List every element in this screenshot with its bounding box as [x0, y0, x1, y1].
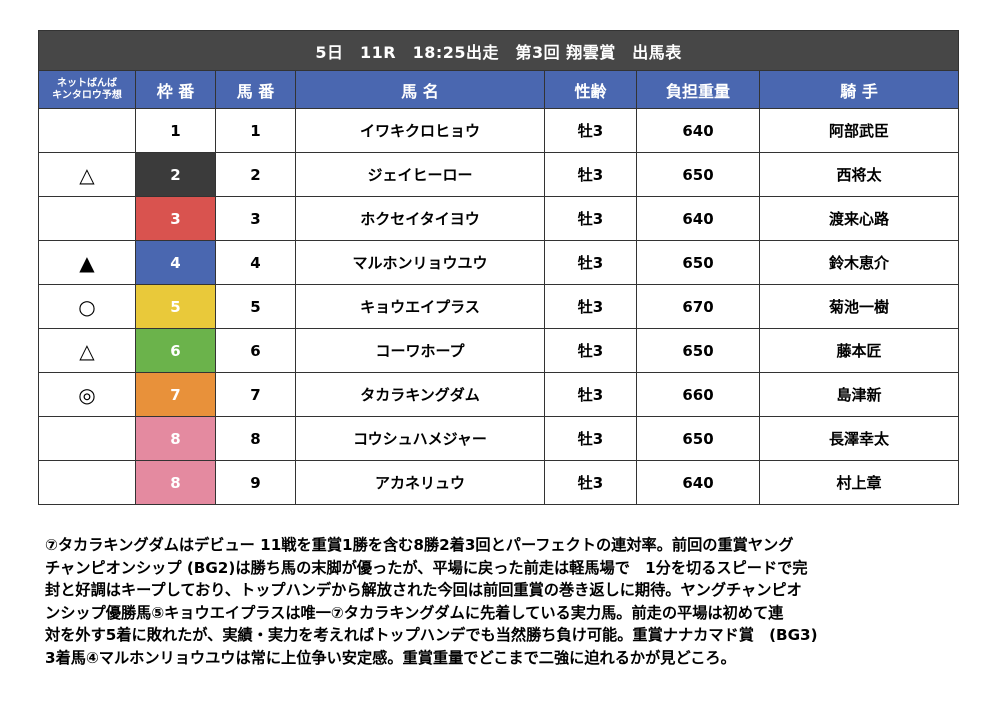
weight: 650 — [636, 328, 760, 373]
horse-number: 2 — [215, 152, 296, 197]
horse-number: 4 — [215, 240, 296, 285]
header-sex-age: 性齢 — [544, 70, 637, 109]
jockey-name: 島津新 — [758, 372, 960, 417]
jockey-name: 鈴木恵介 — [758, 240, 960, 285]
weight: 640 — [636, 460, 760, 505]
weight: 650 — [636, 240, 760, 285]
prediction-mark: ▲ — [38, 240, 136, 285]
sex-age: 牡3 — [544, 460, 637, 505]
prediction-mark: ○ — [38, 284, 136, 329]
weight: 640 — [636, 196, 760, 241]
prediction-mark — [38, 460, 136, 505]
header-weight: 負担重量 — [636, 70, 760, 109]
horse-number: 7 — [215, 372, 296, 417]
table-row: △ 6 6 コーワホープ 牡3 650 藤本匠 — [38, 328, 960, 373]
header-horse-name: 馬 名 — [295, 70, 545, 109]
header-umaban: 馬 番 — [215, 70, 296, 109]
weight: 660 — [636, 372, 760, 417]
horse-name: タカラキングダム — [295, 372, 545, 417]
header-prediction-line1: ネットばんば — [57, 77, 117, 89]
horse-number: 9 — [215, 460, 296, 505]
waku-number: 8 — [135, 460, 216, 505]
horse-name: ホクセイタイヨウ — [295, 196, 545, 241]
jockey-name: 藤本匠 — [758, 328, 960, 373]
prediction-mark: △ — [38, 152, 136, 197]
table-row: 8 9 アカネリュウ 牡3 640 村上章 — [38, 460, 960, 505]
jockey-name: 菊池一樹 — [758, 284, 960, 329]
table-row: ○ 5 5 キョウエイプラス 牡3 670 菊池一樹 — [38, 284, 960, 329]
sex-age: 牡3 — [544, 416, 637, 461]
jockey-name: 阿部武臣 — [758, 108, 960, 153]
jockey-name: 村上章 — [758, 460, 960, 505]
sex-age: 牡3 — [544, 284, 637, 329]
horse-name: キョウエイプラス — [295, 284, 545, 329]
waku-number: 5 — [135, 284, 216, 329]
prediction-mark — [38, 108, 136, 153]
weight: 670 — [636, 284, 760, 329]
race-comment: ⑦タカラキングダムはデビュー 11戦を重賞1勝を含む8勝2着3回とパーフェクトの… — [45, 536, 818, 667]
prediction-mark — [38, 416, 136, 461]
sex-age: 牡3 — [544, 152, 637, 197]
prediction-mark: ◎ — [38, 372, 136, 417]
horse-name: ジェイヒーロー — [295, 152, 545, 197]
table-row: △ 2 2 ジェイヒーロー 牡3 650 西将太 — [38, 152, 960, 197]
weight: 640 — [636, 108, 760, 153]
header-prediction: ネットばんば キンタロウ予想 — [38, 70, 136, 109]
prediction-mark — [38, 196, 136, 241]
horse-number: 1 — [215, 108, 296, 153]
table-row: 8 8 コウシュハメジャー 牡3 650 長澤幸太 — [38, 416, 960, 461]
race-title: 5日 11R 18:25出走 第3回 翔雲賞 出馬表 — [37, 30, 960, 71]
waku-number: 7 — [135, 372, 216, 417]
title-row: 5日 11R 18:25出走 第3回 翔雲賞 出馬表 — [37, 30, 960, 71]
waku-number: 1 — [135, 108, 216, 153]
horse-name: アカネリュウ — [295, 460, 545, 505]
waku-number: 3 — [135, 196, 216, 241]
waku-number: 8 — [135, 416, 216, 461]
horse-number: 5 — [215, 284, 296, 329]
jockey-name: 長澤幸太 — [758, 416, 960, 461]
waku-number: 2 — [135, 152, 216, 197]
table-row: 1 1 イワキクロヒョウ 牡3 640 阿部武臣 — [38, 108, 960, 153]
table-row: 3 3 ホクセイタイヨウ 牡3 640 渡来心路 — [38, 196, 960, 241]
header-waku: 枠 番 — [135, 70, 216, 109]
jockey-name: 渡来心路 — [758, 196, 960, 241]
horse-name: イワキクロヒョウ — [295, 108, 545, 153]
sex-age: 牡3 — [544, 240, 637, 285]
horse-name: マルホンリョウユウ — [295, 240, 545, 285]
jockey-name: 西将太 — [758, 152, 960, 197]
sex-age: 牡3 — [544, 372, 637, 417]
table-row: ◎ 7 7 タカラキングダム 牡3 660 島津新 — [38, 372, 960, 417]
header-jockey: 騎 手 — [758, 70, 960, 109]
sex-age: 牡3 — [544, 108, 637, 153]
race-card: 5日 11R 18:25出走 第3回 翔雲賞 出馬表 ネットばんば キンタロウ予… — [37, 30, 960, 505]
horse-name: コウシュハメジャー — [295, 416, 545, 461]
horse-number: 6 — [215, 328, 296, 373]
horse-name: コーワホープ — [295, 328, 545, 373]
header-prediction-line2: キンタロウ予想 — [52, 89, 122, 101]
entry-table: 5日 11R 18:25出走 第3回 翔雲賞 出馬表 ネットばんば キンタロウ予… — [37, 30, 960, 505]
table-row: ▲ 4 4 マルホンリョウユウ 牡3 650 鈴木恵介 — [38, 240, 960, 285]
sex-age: 牡3 — [544, 196, 637, 241]
weight: 650 — [636, 152, 760, 197]
waku-number: 6 — [135, 328, 216, 373]
horse-number: 3 — [215, 196, 296, 241]
header-row: ネットばんば キンタロウ予想 枠 番 馬 番 馬 名 性齢 負担重量 騎 手 — [38, 70, 960, 109]
horse-number: 8 — [215, 416, 296, 461]
sex-age: 牡3 — [544, 328, 637, 373]
waku-number: 4 — [135, 240, 216, 285]
weight: 650 — [636, 416, 760, 461]
prediction-mark: △ — [38, 328, 136, 373]
